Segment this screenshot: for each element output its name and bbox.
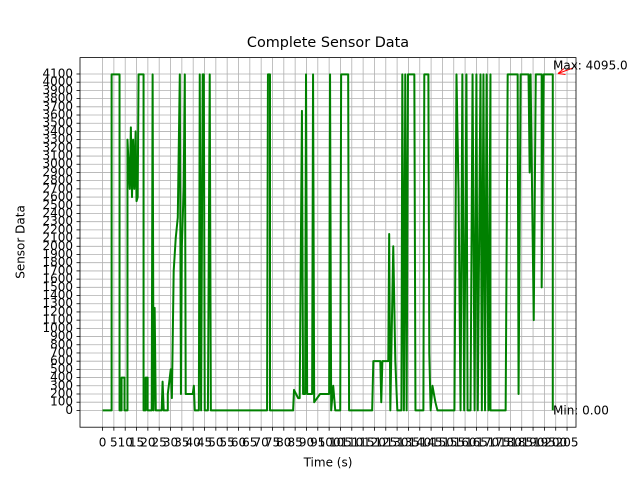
x-tick-label: 205 [556, 436, 579, 450]
y-tick-label: 3900 [42, 83, 73, 97]
y-tick-label: 2000 [42, 239, 73, 253]
data-line [102, 73, 554, 412]
y-tick-label: 2900 [42, 165, 73, 179]
x-tick-label: 15 [129, 436, 144, 450]
x-tick-label: 165 [465, 436, 488, 450]
x-tick-label: 55 [220, 436, 235, 450]
x-tick-label: 185 [510, 436, 533, 450]
y-tick-label: 900 [50, 329, 73, 343]
x-tick-label: 195 [533, 436, 556, 450]
max-annotation: Max: 4095.0 [553, 59, 628, 73]
y-tick-label: 3400 [42, 124, 73, 138]
x-tick-label: 145 [420, 436, 443, 450]
x-tick-label: 155 [442, 436, 465, 450]
y-tick-label: 2700 [42, 181, 73, 195]
x-tick-label: 130 [386, 436, 409, 450]
y-tick-label: 2300 [42, 214, 73, 228]
x-tick-label: 200 [544, 436, 567, 450]
y-tick-label: 1500 [42, 280, 73, 294]
ticks: 0 5 10152025303540455055606570758085909510… [42, 66, 578, 449]
y-tick-label: 700 [50, 345, 73, 359]
x-tick-label: 180 [499, 436, 522, 450]
y-tick-label: 2400 [42, 206, 73, 220]
x-tick-label: 60 [231, 436, 246, 450]
y-tick-label: 1400 [42, 288, 73, 302]
y-tick-label: 1700 [42, 263, 73, 277]
x-tick-label: 135 [397, 436, 420, 450]
y-tick-label: 3500 [42, 116, 73, 130]
chart-title: Complete Sensor Data [247, 35, 409, 51]
y-tick-label: 3600 [42, 108, 73, 122]
y-tick-label: 2100 [42, 231, 73, 245]
y-tick-label: 1800 [42, 255, 73, 269]
x-tick-label: 150 [431, 436, 454, 450]
y-tick-label: 3700 [42, 99, 73, 113]
x-tick-label: 0 [99, 436, 107, 450]
y-tick-label: 3200 [42, 140, 73, 154]
y-tick-label: 300 [50, 378, 73, 392]
y-tick-label: 600 [50, 354, 73, 368]
x-tick-label: 125 [374, 436, 397, 450]
annotation-arrowhead [557, 68, 566, 75]
plot [102, 73, 554, 412]
y-tick-label: 1900 [42, 247, 73, 261]
min-annotation: Min: 0.00 [553, 404, 609, 418]
y-tick-label: 1100 [42, 313, 73, 327]
x-tick-label: 30 [163, 436, 178, 450]
x-tick-label: 40 [186, 436, 201, 450]
y-tick-label: 3300 [42, 132, 73, 146]
x-tick-label: 5 [110, 436, 118, 450]
x-tick-label: 115 [352, 436, 375, 450]
x-tick-label: 80 [276, 436, 291, 450]
annotation-arrow [557, 67, 574, 74]
x-tick-label: 45 [197, 436, 212, 450]
y-tick-label: 400 [50, 370, 73, 384]
x-tick-label: 20 [140, 436, 155, 450]
x-tick-label: 10 [118, 436, 133, 450]
x-tick-label: 190 [522, 436, 545, 450]
y-tick-label: 1300 [42, 296, 73, 310]
y-tick-label: 1000 [42, 321, 73, 335]
y-tick-label: 3000 [42, 157, 73, 171]
y-tick-label: 2600 [42, 190, 73, 204]
x-tick-label: 90 [299, 436, 314, 450]
y-tick-label: 1200 [42, 304, 73, 318]
y-tick-label: 4000 [42, 75, 73, 89]
y-tick-label: 800 [50, 337, 73, 351]
x-tick-label: 100 [318, 436, 341, 450]
x-tick-label: 70 [254, 436, 269, 450]
x-tick-label: 170 [476, 436, 499, 450]
x-tick-label: 110 [340, 436, 363, 450]
y-tick-label: 1600 [42, 272, 73, 286]
x-tick-label: 85 [288, 436, 303, 450]
y-tick-label: 2200 [42, 222, 73, 236]
y-tick-label: 3800 [42, 91, 73, 105]
y-tick-label: 200 [50, 386, 73, 400]
y-tick-label: 4100 [42, 66, 73, 80]
x-tick-label: 50 [208, 436, 223, 450]
x-tick-label: 25 [152, 436, 167, 450]
x-tick-label: 105 [329, 436, 352, 450]
y-tick-label: 3100 [42, 149, 73, 163]
y-tick-label: 100 [50, 395, 73, 409]
x-tick-label: 175 [488, 436, 511, 450]
x-tick-label: 120 [363, 436, 386, 450]
x-tick-label: 160 [454, 436, 477, 450]
x-tick-label: 140 [408, 436, 431, 450]
y-tick-label: 500 [50, 362, 73, 376]
x-tick-label: 65 [242, 436, 257, 450]
y-tick-label: 2500 [42, 198, 73, 212]
x-axis-label: Time (s) [303, 456, 353, 470]
y-tick-label: 0 [65, 403, 73, 417]
x-tick-label: 35 [174, 436, 189, 450]
y-axis-label: Sensor Data [14, 205, 28, 279]
axes-frame [79, 57, 577, 428]
x-tick-label: 75 [265, 436, 280, 450]
y-tick-label: 2800 [42, 173, 73, 187]
x-tick-label: 95 [310, 436, 325, 450]
